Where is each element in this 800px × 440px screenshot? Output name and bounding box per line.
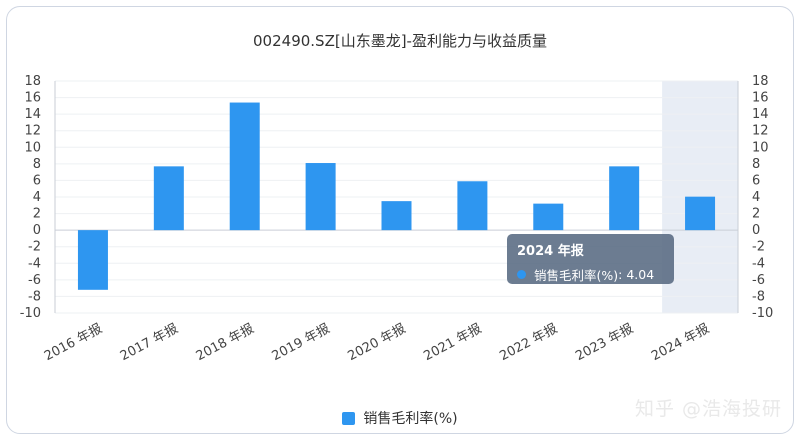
y-tick-label-left: 14: [24, 107, 41, 122]
x-tick-label: 2017 年报: [118, 321, 181, 364]
bar: [533, 203, 564, 231]
y-tick-label-left: 2: [33, 207, 41, 222]
x-tick-label: 2018 年报: [194, 321, 257, 364]
bar: [457, 181, 488, 231]
x-tick-label: 2016 年报: [42, 321, 105, 364]
y-tick-label-right: 6: [752, 173, 760, 188]
y-tick-label-left: 12: [24, 124, 41, 139]
y-tick-label-left: -8: [28, 289, 41, 304]
y-tick-label-left: -10: [20, 306, 41, 321]
legend-swatch[interactable]: [342, 411, 356, 425]
chart-tooltip: 2024 年报 销售毛利率(%) : 4.04: [507, 234, 674, 284]
y-tick-label-right: -10: [752, 306, 773, 321]
x-tick-label: 2024 年报: [649, 321, 712, 364]
bar: [153, 166, 184, 231]
y-tick-label-right: 4: [752, 190, 760, 205]
watermark: 知乎 @浩海投研: [634, 398, 782, 420]
tooltip-title: 2024 年报: [517, 244, 584, 259]
y-tick-label-right: 10: [752, 140, 769, 155]
y-tick-label-right: 18: [752, 74, 769, 89]
y-tick-label-left: 0: [33, 223, 41, 238]
bar: [609, 166, 640, 231]
y-tick-label-left: 6: [33, 173, 41, 188]
y-tick-label-right: 16: [752, 91, 769, 106]
bar: [381, 201, 412, 231]
y-tick-label-right: 8: [752, 157, 760, 172]
y-tick-label-right: 2: [752, 207, 760, 222]
tooltip-series-name: 销售毛利率(%): [534, 268, 619, 283]
y-tick-label-left: 16: [24, 91, 41, 106]
bar: [77, 230, 108, 290]
x-tick-label: 2022 年报: [497, 321, 560, 364]
bar: [229, 102, 260, 231]
y-tick-label-right: -6: [752, 273, 765, 288]
tooltip-value: 4.04: [626, 267, 655, 282]
chart-legend[interactable]: 销售毛利率(%): [0, 408, 800, 428]
x-tick-label: 2020 年报: [346, 321, 409, 364]
x-tick-label: 2019 年报: [270, 321, 333, 364]
y-tick-label-left: 8: [33, 157, 41, 172]
chart-title: 002490.SZ[山东墨龙]-盈利能力与收益质量: [253, 32, 547, 50]
bar: [305, 163, 336, 231]
y-tick-label-right: -2: [752, 240, 765, 255]
y-tick-label-right: 12: [752, 124, 769, 139]
y-tick-label-left: 18: [24, 74, 41, 89]
y-tick-label-left: -4: [28, 256, 41, 271]
y-tick-label-left: 4: [33, 190, 41, 205]
bar: [685, 196, 716, 231]
tooltip-series-dot: [517, 270, 526, 279]
y-tick-label-left: 10: [24, 140, 41, 155]
y-tick-label-right: 0: [752, 223, 760, 238]
x-tick-label: 2021 年报: [421, 321, 484, 364]
y-tick-label-left: -6: [28, 273, 41, 288]
y-tick-label-right: 14: [752, 107, 769, 122]
y-tick-label-right: -4: [752, 256, 765, 271]
y-tick-label-right: -8: [752, 289, 765, 304]
x-tick-label: 2023 年报: [573, 321, 636, 364]
tooltip-colon: :: [618, 267, 627, 282]
tooltip-row: 销售毛利率(%) : 4.04: [517, 265, 664, 284]
legend-label[interactable]: 销售毛利率(%): [363, 411, 458, 427]
y-tick-label-left: -2: [28, 240, 41, 255]
